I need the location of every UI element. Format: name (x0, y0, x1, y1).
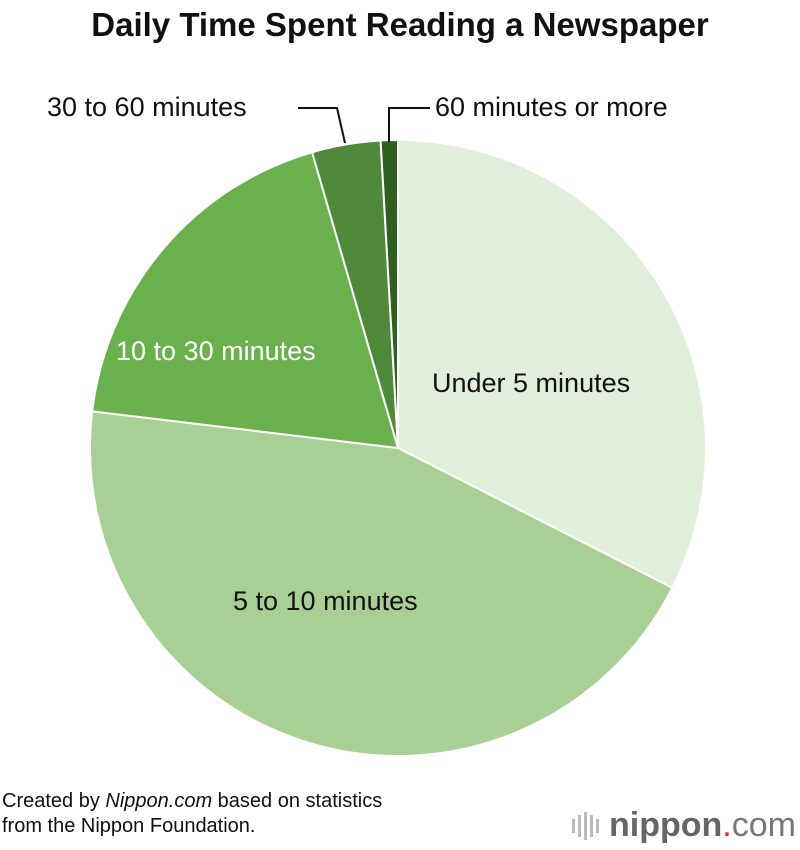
leader-line-30-60 (298, 107, 346, 144)
slice-label-5-10: 5 to 10 minutes (233, 586, 418, 616)
slice-label-10-30: 10 to 30 minutes (116, 336, 316, 366)
source-name: Nippon.com (105, 790, 213, 812)
slice-label-under-5: Under 5 minutes (432, 368, 631, 398)
logo-bars-icon (572, 811, 599, 840)
footnote: Created by Nippon.com based on statistic… (2, 790, 383, 837)
pie-slice-1 (89, 410, 674, 757)
pie-slice-0 (397, 138, 707, 590)
slice-label-60-plus: 60 minutes or more (435, 92, 668, 122)
slice-label-30-60: 30 to 60 minutes (47, 92, 247, 122)
nippon-logo: nippon. com (572, 806, 796, 845)
leader-line-60-plus (388, 107, 430, 142)
chart-title: Daily Time Spent Reading a Newspaper (91, 6, 709, 43)
pie-slice-2 (91, 150, 400, 450)
